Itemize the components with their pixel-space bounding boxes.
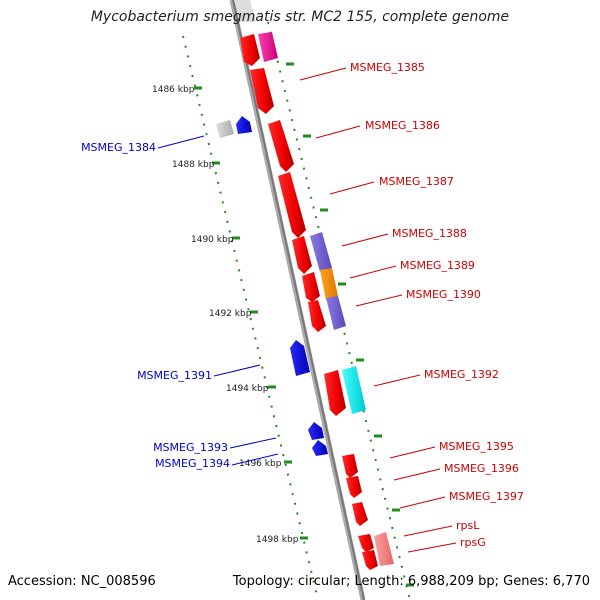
tick-label: 1496 kbp [239, 459, 282, 469]
leader-line [389, 446, 436, 459]
gene-feature-box[interactable] [342, 366, 366, 414]
tick-label: 1488 kbp [172, 160, 215, 170]
leader-line [229, 437, 277, 449]
gene-arrow-forward[interactable] [278, 172, 306, 238]
gene-feature-box[interactable] [374, 532, 394, 566]
reverse-genes [216, 116, 328, 456]
leader-lines-left [157, 135, 279, 466]
tick-labels: 1486 kbp 1488 kbp 1490 kbp 1492 kbp 1494… [152, 85, 299, 545]
gene-labels-right: MSMEG_1385 MSMEG_1386 MSMEG_1387 MSMEG_1… [350, 61, 524, 549]
gene-label[interactable]: MSMEG_1397 [449, 490, 524, 503]
tick-label: 1486 kbp [152, 85, 195, 95]
gene-arrow-forward[interactable] [346, 476, 362, 498]
gene-label[interactable]: MSMEG_1388 [392, 227, 467, 240]
gene-label[interactable]: MSMEG_1389 [400, 259, 475, 272]
gene-label[interactable]: MSMEG_1391 [137, 369, 212, 382]
leader-line [399, 496, 446, 509]
gene-labels-left: MSMEG_1384 MSMEG_1391 MSMEG_1393 MSMEG_1… [81, 141, 230, 470]
gene-arrow-forward[interactable] [234, 0, 256, 22]
genome-summary-text: Topology: circular; Length: 6,988,209 bp… [232, 574, 590, 589]
gene-arrow-forward[interactable] [342, 454, 358, 478]
gene-arrow-forward[interactable] [358, 534, 374, 552]
gene-arrow-reverse[interactable] [308, 422, 324, 440]
tick-label: 1494 kbp [226, 384, 269, 394]
gene-feature-box[interactable] [320, 268, 338, 300]
gene-label[interactable]: rpsL [456, 519, 480, 532]
gene-arrow-forward[interactable] [308, 300, 326, 332]
gene-arrow-forward[interactable] [302, 272, 320, 302]
gene-label[interactable]: MSMEG_1385 [350, 61, 425, 74]
gene-arrow-forward[interactable] [324, 370, 346, 416]
forward-genes [234, 0, 394, 570]
leader-line [157, 135, 205, 149]
gene-label[interactable]: MSMEG_1384 [81, 141, 156, 154]
tick-label: 1490 kbp [191, 235, 234, 245]
gene-arrow-forward[interactable] [268, 120, 294, 172]
tick-label: 1492 kbp [209, 309, 252, 319]
leader-line [393, 468, 441, 481]
gene-arrow-reverse[interactable] [312, 440, 328, 456]
gene-label[interactable]: MSMEG_1392 [424, 368, 499, 381]
tick-label: 1498 kbp [256, 535, 299, 545]
leader-line [315, 125, 361, 139]
leader-line [341, 233, 389, 247]
gene-feature-box[interactable] [310, 232, 332, 272]
leader-line [299, 67, 347, 81]
leader-lines-right [299, 67, 457, 553]
gene-label[interactable]: MSMEG_1395 [439, 440, 514, 453]
gene-arrow-reverse[interactable] [290, 340, 310, 376]
gene-arrow-forward[interactable] [352, 502, 368, 526]
genome-backbone-shadow [232, 0, 365, 600]
leader-line [329, 181, 375, 195]
gene-label[interactable]: MSMEG_1387 [379, 175, 454, 188]
gene-arrow-forward[interactable] [250, 68, 274, 114]
gene-arrow-reverse[interactable] [236, 116, 252, 134]
genome-title: Mycobacterium smegmatis str. MC2 155, co… [90, 9, 510, 25]
leader-line [213, 364, 261, 377]
gene-arrow-forward[interactable] [240, 34, 260, 66]
leader-line [407, 542, 457, 553]
leader-line [349, 265, 397, 279]
gene-label[interactable]: MSMEG_1394 [155, 457, 230, 470]
gene-feature-box[interactable] [326, 296, 346, 330]
leader-line [231, 453, 279, 466]
gene-arrow-forward[interactable] [258, 32, 278, 62]
leader-line [403, 525, 453, 537]
gene-label[interactable]: MSMEG_1396 [444, 462, 519, 475]
gene-arrow-forward[interactable] [362, 550, 378, 570]
leader-line [355, 294, 403, 307]
gene-label[interactable]: rpsG [460, 536, 486, 549]
gene-label[interactable]: MSMEG_1386 [365, 119, 440, 132]
gene-feature-box[interactable] [216, 120, 234, 138]
tick-marks [194, 62, 414, 587]
accession-text: Accession: NC_008596 [8, 574, 156, 589]
gene-label[interactable]: MSMEG_1393 [153, 441, 228, 454]
gene-label[interactable]: MSMEG_1390 [406, 288, 481, 301]
leader-line [373, 374, 421, 387]
gene-arrow-forward[interactable] [292, 236, 312, 274]
